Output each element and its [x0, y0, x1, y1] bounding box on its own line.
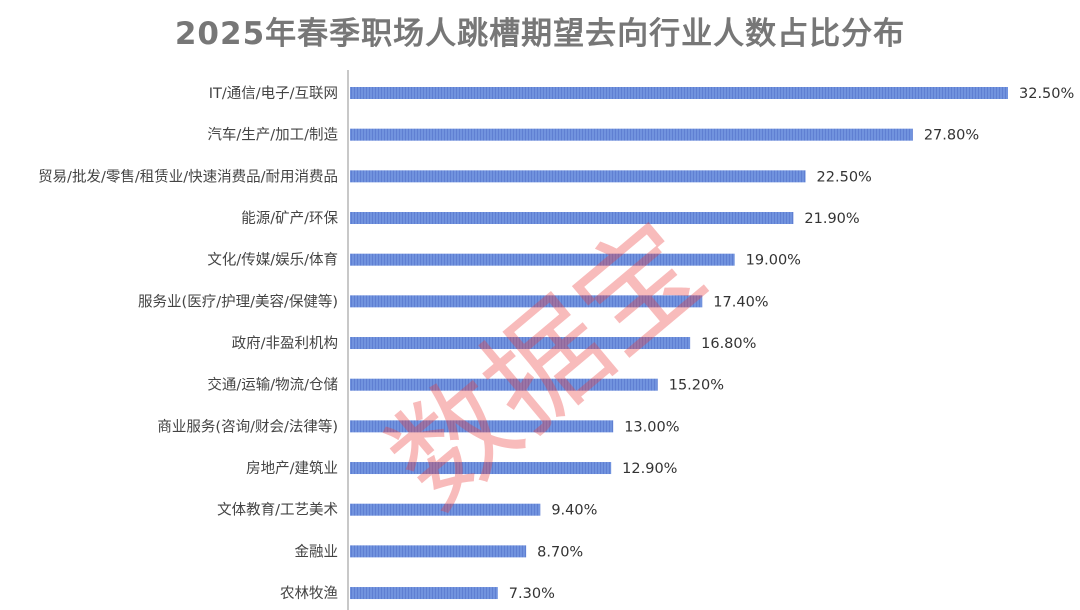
bar: [350, 87, 1008, 99]
category-label: 文体教育/工艺美术: [217, 502, 338, 519]
value-label: 22.50%: [817, 169, 872, 185]
category-label: 贸易/批发/零售/租赁业/快速消费品/耐用消费品: [38, 168, 338, 185]
bar: [350, 503, 541, 516]
category-label: 交通/运输/物流/仓储: [207, 376, 338, 394]
value-label: 27.80%: [924, 128, 979, 144]
value-label: 15.20%: [669, 378, 724, 394]
value-label: 21.90%: [804, 211, 859, 227]
value-label: 13.00%: [624, 419, 679, 435]
value-label: 7.30%: [509, 586, 555, 602]
bar: [350, 253, 735, 266]
value-label: 32.50%: [1019, 86, 1074, 102]
bar: [350, 337, 691, 350]
bar: [350, 378, 658, 391]
value-label: 12.90%: [622, 461, 677, 477]
category-label: 政府/非盈利机构: [232, 335, 338, 352]
bar: [350, 462, 612, 475]
category-label: 商业服务(咨询/财会/法律等): [157, 417, 338, 435]
value-label: 19.00%: [746, 253, 801, 269]
chart-title: 2025年春季职场人跳槽期望去向行业人数占比分布: [174, 16, 906, 52]
category-label: 农林牧渔: [280, 585, 338, 602]
value-label: 16.80%: [701, 336, 756, 352]
category-label: 房地产/建筑业: [246, 460, 338, 477]
bar: [350, 545, 527, 558]
bar: [350, 587, 498, 600]
category-label: 汽车/生产/加工/制造: [207, 127, 338, 144]
category-label: 文化/传媒/娱乐/体育: [207, 252, 338, 269]
value-label: 17.40%: [713, 294, 768, 310]
category-label: 服务业(医疗/护理/美容/保健等): [138, 292, 338, 310]
category-label: 金融业: [295, 543, 339, 560]
category-label: 能源/矿产/环保: [241, 210, 338, 227]
bar: [350, 128, 913, 141]
bar: [350, 170, 806, 183]
bar: [350, 212, 794, 225]
bar: [350, 295, 703, 308]
category-label: IT/通信/电子/互联网: [209, 85, 338, 102]
bar: [350, 420, 614, 433]
value-label: 8.70%: [537, 544, 583, 560]
value-label: 9.40%: [551, 503, 597, 519]
